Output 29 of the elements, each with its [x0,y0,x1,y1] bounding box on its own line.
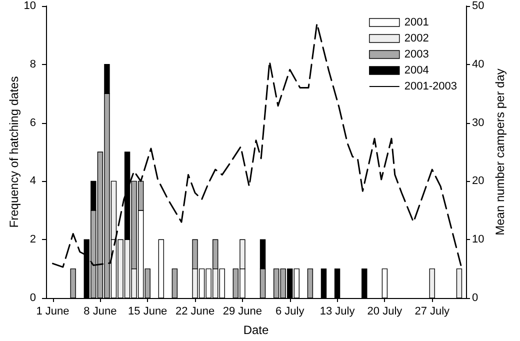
x-tick-label: 6 July [275,306,305,318]
y2-axis-title: Mean number campers per day [493,68,507,236]
y-tick-label: 2 [30,234,36,246]
y-tick-label: 0 [30,292,36,304]
y2-tick-label: 50 [472,0,484,12]
legend-label: 2002 [404,32,429,44]
legend-label: 2004 [404,64,429,76]
x-tick-label: 8 June [84,306,117,318]
x-tick-label: 13 July [320,306,356,318]
y2-tick-label: 20 [472,175,484,188]
y-tick-label: 8 [30,58,36,70]
legend-label: 2003 [404,48,429,60]
y-tick-label: 4 [30,175,36,188]
x-tick-label: 22 June [175,306,215,318]
x-axis-title: Date [243,323,269,337]
y2-tick-label: 0 [472,292,478,304]
y2-tick-label: 10 [472,234,484,246]
x-tick-label: 15 June [128,306,168,318]
x-tick-label: 20 July [367,306,403,318]
legend-label: 2001 [404,16,429,28]
x-tick-label: 1 June [36,306,70,318]
y2-tick-label: 30 [472,116,484,129]
x-tick-label: 27 July [414,306,450,318]
y-axis-title: Frequency of hatching dates [7,76,21,228]
y-tick-label: 6 [30,116,36,129]
y2-tick-label: 40 [472,58,484,70]
legend-label: 2001-2003 [404,80,458,92]
y-tick-label: 10 [24,0,36,12]
x-tick-label: 29 June [222,306,262,318]
